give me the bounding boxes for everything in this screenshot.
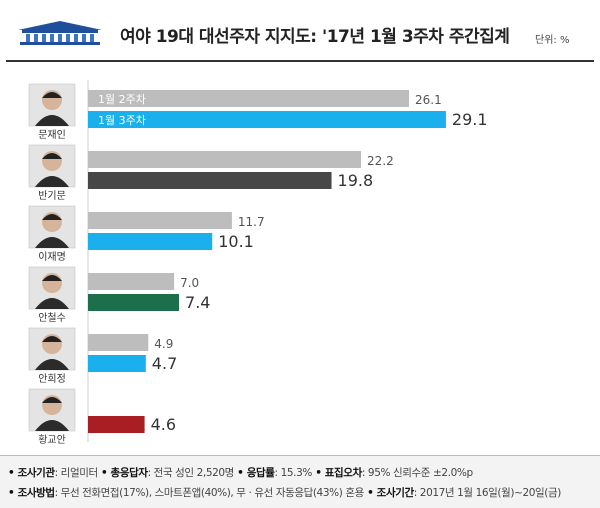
footer-l2-label-0: • 조사방법 bbox=[8, 487, 55, 499]
bar-prev-week bbox=[88, 90, 410, 107]
data-label: 11.7 bbox=[238, 215, 265, 229]
footer-l1-label-0: • 조사기관 bbox=[8, 467, 55, 479]
data-label: 26.1 bbox=[415, 93, 442, 107]
data-label: 4.9 bbox=[154, 337, 173, 351]
bar-curr-week bbox=[88, 294, 180, 311]
portrait-icon-body bbox=[35, 237, 69, 248]
data-label: 4.7 bbox=[152, 354, 177, 373]
candidate-name-label: 안철수 bbox=[38, 312, 66, 324]
data-label: 19.8 bbox=[338, 171, 374, 190]
portrait-icon-body bbox=[35, 115, 69, 126]
data-label: 22.2 bbox=[367, 154, 394, 168]
blue-house-logo-icon bbox=[18, 21, 102, 45]
candidate-name-label: 황교안 bbox=[38, 434, 66, 446]
footer-l1-label-1: • 총응답자 bbox=[97, 467, 148, 479]
footer-l1-value-2: : 15.3% bbox=[274, 467, 313, 479]
bar-curr-week bbox=[88, 355, 146, 372]
footer-l2-value-1: : 2017년 1월 16일(월)~20일(금) bbox=[413, 487, 562, 499]
bar-curr-week bbox=[88, 172, 332, 189]
unit-label: 단위: % bbox=[535, 35, 570, 46]
candidate-name-label: 이재명 bbox=[38, 251, 66, 263]
portrait-icon-body bbox=[35, 420, 69, 431]
data-label: 4.6 bbox=[151, 415, 176, 434]
footer-l2-label-1: • 조사기간 bbox=[363, 487, 414, 499]
survey-info-footer: • 조사기관: 리얼미터 • 총응답자: 전국 성인 2,520명 • 응답률:… bbox=[0, 455, 600, 508]
data-label: 7.0 bbox=[180, 276, 199, 290]
bar-curr-week bbox=[88, 416, 145, 433]
portrait-icon-hair bbox=[42, 92, 62, 98]
candidate-name-label: 반기문 bbox=[38, 190, 66, 202]
data-label: 10.1 bbox=[218, 232, 254, 251]
portrait-icon-hair bbox=[42, 275, 62, 281]
header: 여야 19대 대선주자 지지도: '17년 1월 3주차 주간집계 단위: % bbox=[0, 0, 600, 66]
portrait-icon-hair bbox=[42, 214, 62, 220]
bar-prev-week bbox=[88, 212, 232, 229]
portrait-icon-body bbox=[35, 359, 69, 370]
data-label: 29.1 bbox=[452, 110, 488, 129]
candidate-name-label: 문재인 bbox=[38, 129, 66, 141]
portrait-icon-body bbox=[35, 176, 69, 187]
portrait-icon-hair bbox=[42, 153, 62, 159]
bar-prev-week bbox=[88, 334, 149, 351]
portrait-icon-hair bbox=[42, 336, 62, 342]
footer-l2-value-0: : 무선 전화면접(17%), 스마트폰앱(40%), 무 · 유선 자동응답(… bbox=[54, 487, 365, 499]
footer-l1-label-3: • 표집오차 bbox=[311, 467, 362, 479]
portrait-icon-hair bbox=[42, 397, 62, 403]
bar-curr-week bbox=[88, 233, 213, 250]
footer-l1-value-3: : 95% 신뢰수준 ±2.0%p bbox=[361, 467, 473, 479]
survey-info-line-1: • 조사기관: 리얼미터 • 총응답자: 전국 성인 2,520명 • 응답률:… bbox=[8, 465, 473, 480]
bar-curr-week bbox=[88, 111, 446, 128]
footer-l1-value-0: : 리얼미터 bbox=[54, 467, 99, 479]
footer-l1-value-1: : 전국 성인 2,520명 bbox=[147, 467, 235, 479]
bar-prev-week bbox=[88, 151, 362, 168]
bar-prev-week bbox=[88, 273, 175, 290]
header-divider bbox=[6, 60, 594, 62]
page-title: 여야 19대 대선주자 지지도: '17년 1월 3주차 주간집계 bbox=[120, 27, 510, 47]
footer-l1-label-2: • 응답률 bbox=[233, 467, 275, 479]
portrait-icon-body bbox=[35, 298, 69, 309]
legend-inline-label: 1월 2주차 bbox=[98, 93, 146, 106]
legend-inline-label: 1월 3주차 bbox=[98, 114, 146, 127]
candidate-name-label: 안희정 bbox=[38, 373, 66, 385]
data-label: 7.4 bbox=[185, 293, 210, 312]
survey-info-line-2: • 조사방법: 무선 전화면접(17%), 스마트폰앱(40%), 무 · 유선… bbox=[8, 485, 561, 500]
